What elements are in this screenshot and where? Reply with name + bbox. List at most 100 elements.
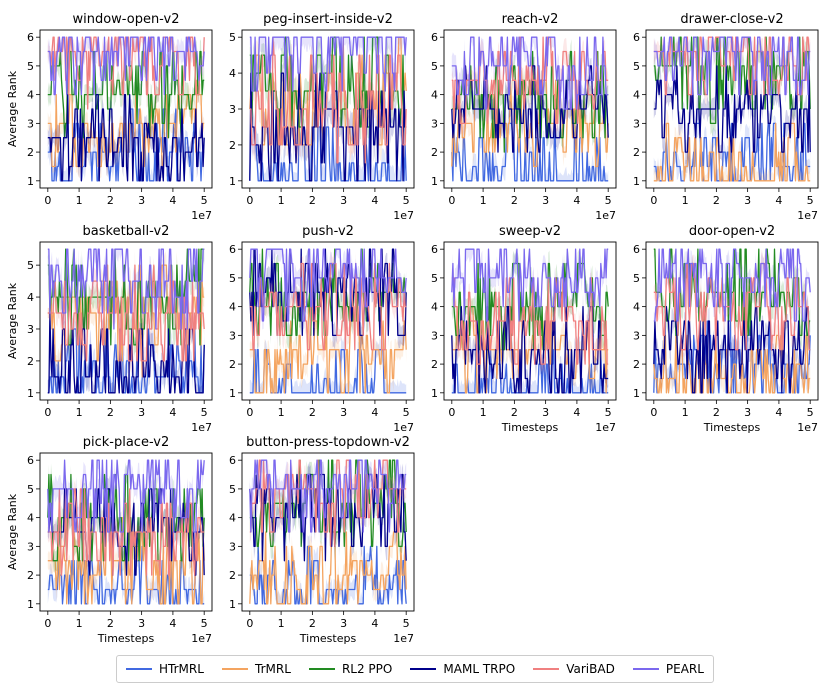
- y-tick-label: 1: [633, 175, 640, 188]
- y-tick-label: 2: [633, 358, 640, 371]
- x-scale-label: 1e7: [191, 421, 212, 434]
- axes-frame: [39, 452, 213, 612]
- series-line-PEARL: [451, 248, 609, 322]
- y-tick-label: 3: [633, 329, 640, 342]
- x-axis-label: Timesteps: [501, 421, 559, 434]
- x-tick-label: 3: [138, 406, 145, 419]
- x-tick-label: 5: [605, 194, 612, 207]
- series-line-HTrMRL: [249, 545, 407, 605]
- x-tick-label: 4: [775, 194, 782, 207]
- x-scale-label: 1e7: [797, 209, 818, 222]
- legend-swatch: [533, 668, 560, 670]
- series-line-VariBAD: [451, 277, 609, 365]
- y-tick-label: 3: [27, 540, 34, 553]
- legend-swatch: [632, 668, 659, 670]
- axes-frame: [645, 241, 819, 401]
- legend-label: HTrMRL: [159, 662, 204, 676]
- y-tick-label: 1: [229, 175, 236, 188]
- legend-swatch: [126, 668, 153, 670]
- y-tick-label: 6: [633, 243, 640, 256]
- y-tick-label: 2: [27, 355, 34, 368]
- x-tick-label: 2: [713, 406, 720, 419]
- y-tick-label: 6: [431, 31, 438, 44]
- x-tick-label: 3: [138, 617, 145, 630]
- x-tick-label: 5: [605, 406, 612, 419]
- x-tick-label: 1: [76, 406, 83, 419]
- x-tick-label: 1: [278, 617, 285, 630]
- y-tick-label: 5: [633, 60, 640, 73]
- x-tick-label: 3: [138, 194, 145, 207]
- y-tick-label: 2: [229, 569, 236, 582]
- x-tick-label: 3: [340, 617, 347, 630]
- x-scale-label: 1e7: [595, 209, 616, 222]
- legend-item-trmrl: TrMRL: [222, 662, 291, 676]
- x-tick-label: 1: [682, 194, 689, 207]
- x-tick-label: 3: [340, 194, 347, 207]
- band-HTrMRL: [249, 534, 407, 604]
- subplot-title: button-press-topdown-v2: [246, 435, 410, 450]
- legend-swatch: [308, 668, 335, 670]
- x-tick-label: 4: [371, 617, 378, 630]
- x-tick-label: 1: [76, 617, 83, 630]
- x-tick-label: 1: [278, 194, 285, 207]
- legend-label: RL2 PPO: [341, 662, 393, 676]
- series-line-VariBAD: [249, 36, 407, 164]
- legend-item-maml-trpo: MAML TRPO: [410, 662, 515, 676]
- y-tick-label: 4: [431, 89, 438, 102]
- legend-label: TrMRL: [255, 662, 291, 676]
- series-line-MAML TRPO: [653, 305, 811, 394]
- legend-item-rl2-ppo: RL2 PPO: [308, 662, 393, 676]
- y-tick-label: 3: [27, 323, 34, 336]
- x-tick-label: 2: [107, 194, 114, 207]
- y-tick-label: 6: [27, 31, 34, 44]
- x-tick-label: 0: [448, 194, 455, 207]
- x-tick-label: 4: [775, 406, 782, 419]
- x-tick-label: 0: [650, 194, 657, 207]
- band-RL2 PPO: [653, 37, 811, 138]
- x-tick-label: 5: [201, 194, 208, 207]
- series-line-TrMRL: [249, 305, 407, 394]
- axes-frame: [443, 29, 617, 189]
- x-scale-label: 1e7: [595, 421, 616, 434]
- x-tick-label: 1: [76, 194, 83, 207]
- legend-item-htrmrl: HTrMRL: [126, 662, 204, 676]
- x-scale-label: 1e7: [191, 209, 212, 222]
- band-TrMRL: [451, 66, 609, 180]
- band-VariBAD: [451, 37, 609, 138]
- series-line-MAML TRPO: [47, 93, 205, 182]
- x-tick-label: 4: [169, 406, 176, 419]
- x-scale-label: 1e7: [191, 632, 212, 645]
- series-line-MAML TRPO: [451, 305, 609, 394]
- x-tick-label: 2: [309, 617, 316, 630]
- x-tick-label: 2: [107, 406, 114, 419]
- axes-frame: [39, 29, 213, 189]
- x-tick-label: 1: [480, 194, 487, 207]
- y-tick-label: 2: [633, 146, 640, 159]
- x-tick-label: 2: [511, 194, 518, 207]
- x-tick-label: 0: [246, 406, 253, 419]
- x-tick-label: 0: [44, 406, 51, 419]
- series-line-PEARL: [653, 36, 811, 96]
- series-line-HTrMRL: [249, 126, 407, 182]
- x-tick-label: 2: [713, 194, 720, 207]
- axes-frame: [39, 241, 213, 401]
- legend-item-pearl: PEARL: [632, 662, 704, 676]
- y-tick-label: 5: [27, 483, 34, 496]
- y-tick-label: 4: [229, 67, 236, 80]
- x-tick-label: 2: [309, 406, 316, 419]
- band-PEARL: [249, 37, 407, 109]
- y-tick-label: 5: [633, 272, 640, 285]
- y-tick-label: 2: [229, 358, 236, 371]
- axes-frame: [645, 29, 819, 189]
- x-tick-label: 0: [44, 194, 51, 207]
- legend-swatch: [410, 668, 437, 670]
- x-axis-label: Timesteps: [703, 421, 761, 434]
- x-tick-label: 4: [169, 194, 176, 207]
- y-tick-label: 6: [229, 454, 236, 467]
- series-line-PEARL: [47, 248, 205, 330]
- y-tick-label: 3: [431, 117, 438, 130]
